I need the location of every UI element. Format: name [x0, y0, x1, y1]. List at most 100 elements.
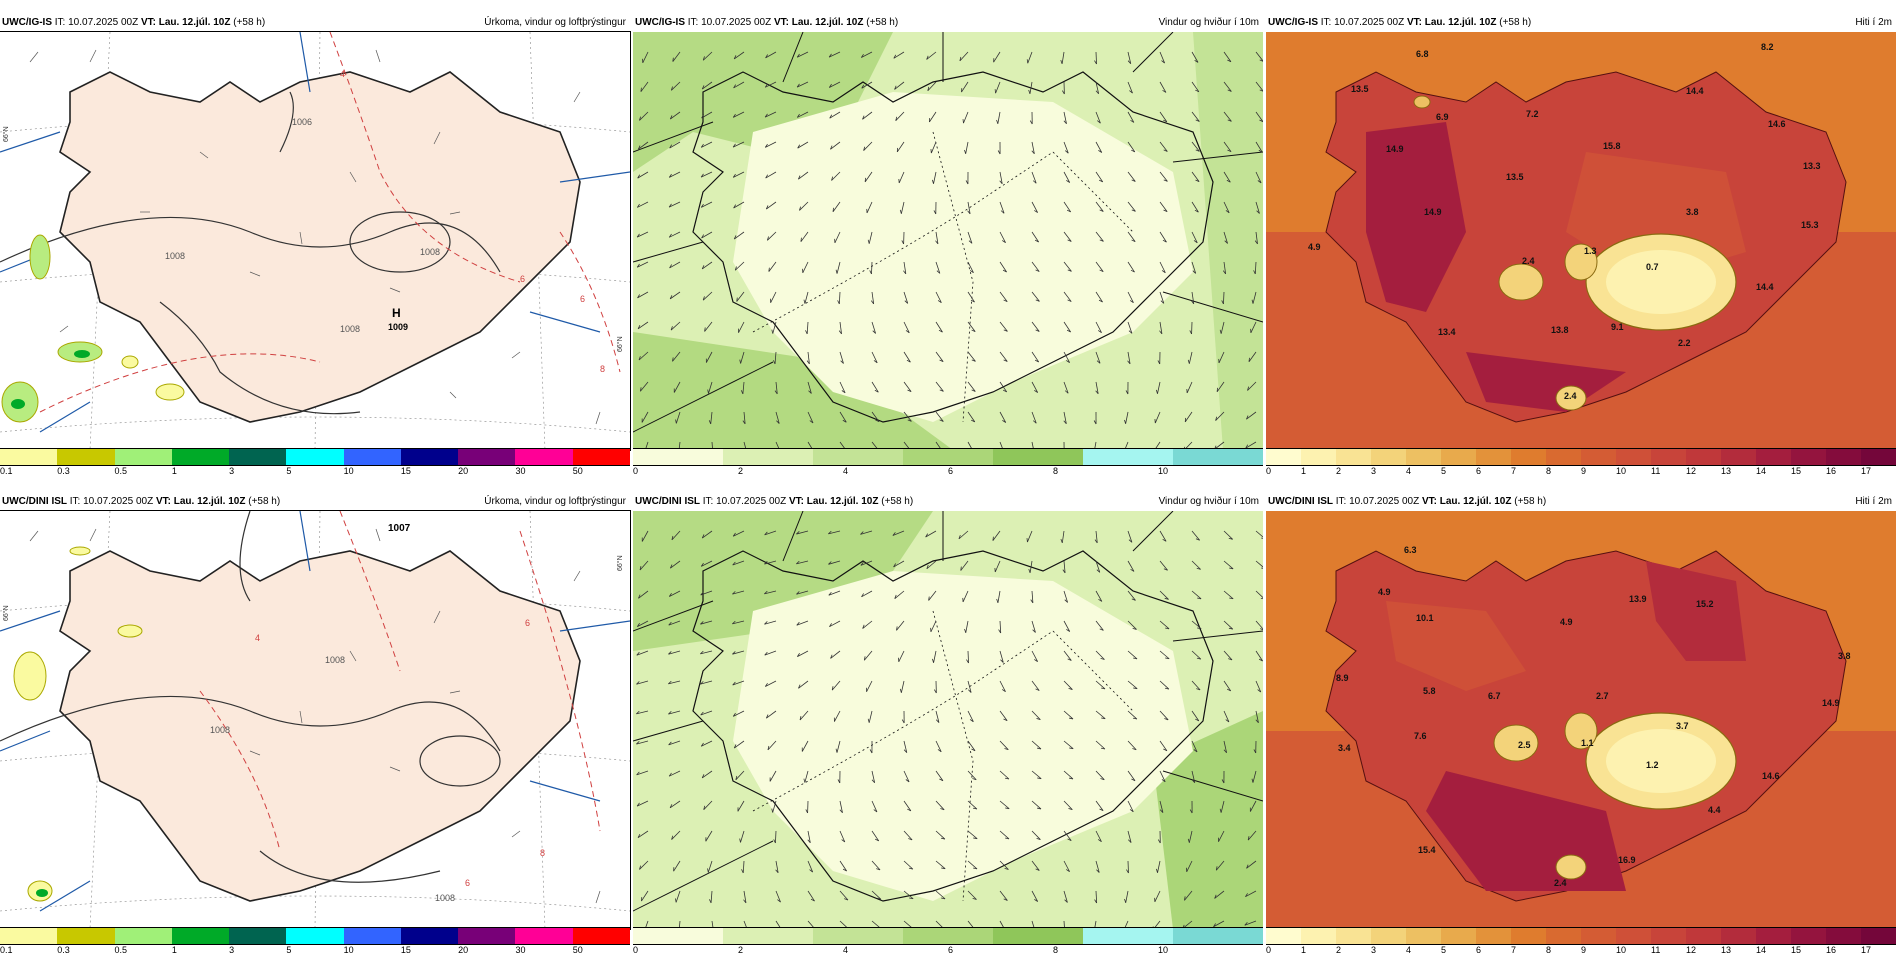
temp-isoline-label: 6 [520, 274, 525, 284]
panel-wind-dini: UWC/DINI ISL IT: 10.07.2025 00Z VT: Lau.… [633, 495, 1263, 960]
colorbar-swatch [633, 449, 723, 465]
temp-isoline-label: 4 [255, 633, 260, 643]
temperature-label: 6.8 [1416, 49, 1429, 59]
colorbar-tick: 6 [1476, 466, 1481, 476]
colorbar-swatch [1756, 449, 1791, 465]
colorbar-tick: 10 [1158, 466, 1168, 476]
colorbar-tick: 15 [401, 945, 411, 955]
temperature-label: 15.3 [1801, 220, 1819, 230]
colorbar-swatch [1083, 449, 1173, 465]
colorbar-tick: 7 [1511, 466, 1516, 476]
colorbar-swatch [1791, 449, 1826, 465]
colorbar-swatch [0, 928, 57, 944]
colorbar-tick: 1 [172, 466, 177, 476]
temp-colorbar [1266, 448, 1896, 466]
colorbar-tick: 3 [229, 945, 234, 955]
isobar-label: 1008 [210, 725, 230, 735]
colorbar-tick: 1 [1301, 466, 1306, 476]
temperature-label: 4.9 [1560, 617, 1573, 627]
colorbar-tick: 9 [1581, 466, 1586, 476]
temperature-label: 7.6 [1414, 731, 1427, 741]
colorbar-tick: 50 [573, 945, 583, 955]
panel-title: Úrkoma, vindur og loftþrýstingur [484, 16, 626, 30]
colorbar-tick: 13 [1721, 945, 1731, 955]
colorbar-tick: 5 [286, 945, 291, 955]
wind-arrow-head [641, 88, 642, 92]
wind-arrow [871, 262, 872, 274]
colorbar-swatch [1616, 449, 1651, 465]
colorbar-swatch [515, 449, 572, 465]
colorbar-swatch [1083, 928, 1173, 944]
isobar-label: 1008 [165, 251, 185, 261]
colorbar-tick: 0.3 [57, 945, 70, 955]
colorbar-tick: 10 [1616, 945, 1626, 955]
isobar-label: 1007 [388, 523, 411, 534]
colorbar-swatch [1651, 928, 1686, 944]
colorbar-tick: 8 [1053, 466, 1058, 476]
temperature-label: 10.1 [1416, 613, 1434, 623]
colorbar-swatch [458, 449, 515, 465]
colorbar-tick: 7 [1511, 945, 1516, 955]
colorbar-tick: 0 [633, 466, 638, 476]
colorbar-swatch [172, 449, 229, 465]
wind-arrow-head [801, 238, 802, 242]
temperature-label: 9.1 [1611, 322, 1624, 332]
lat-label: 66°N [616, 336, 624, 352]
colorbar-tick: 8 [1053, 945, 1058, 955]
colorbar-tick: 2 [738, 466, 743, 476]
colorbar-tick: 4 [843, 945, 848, 955]
colorbar-tick: 3 [1371, 466, 1376, 476]
lat-label: 66°N [2, 605, 10, 621]
colorbar-tick: 12 [1686, 466, 1696, 476]
colorbar-tick: 6 [1476, 945, 1481, 955]
panel-title: Vindur og hviður í 10m [1159, 495, 1259, 509]
colorbar-tick: 2 [738, 945, 743, 955]
wind-map [633, 511, 1263, 929]
panel-header: UWC/DINI ISL IT: 10.07.2025 00Z VT: Lau.… [2, 495, 280, 509]
colorbar-swatch [1861, 928, 1896, 944]
colorbar-swatch [1336, 928, 1371, 944]
temp-isoline-label: 6 [580, 294, 585, 304]
temperature-label: 15.2 [1696, 599, 1714, 609]
colorbar-tick: 15 [1791, 466, 1801, 476]
colorbar-swatch [1756, 928, 1791, 944]
colorbar-tick: 1 [172, 945, 177, 955]
high-pressure-value: 1009 [388, 322, 408, 332]
wind-colorbar-ticks: 0 2 4 6 8 10 [633, 466, 1263, 478]
temperature-label: 13.5 [1506, 172, 1524, 182]
wind-colorbar [633, 448, 1263, 466]
colorbar-swatch [903, 449, 993, 465]
temperature-label: 2.4 [1564, 391, 1577, 401]
temperature-label: 2.2 [1678, 338, 1691, 348]
colorbar-tick: 10 [344, 945, 354, 955]
lat-label: 66°N [616, 555, 624, 571]
colorbar-swatch [1826, 449, 1861, 465]
temperature-label: 13.4 [1438, 327, 1456, 337]
colorbar-tick: 14 [1756, 466, 1766, 476]
colorbar-tick: 6 [948, 466, 953, 476]
colorbar-swatch [401, 449, 458, 465]
colorbar-swatch [1581, 449, 1616, 465]
colorbar-tick: 8 [1546, 945, 1551, 955]
colorbar-tick: 30 [515, 945, 525, 955]
temperature-label: 13.5 [1351, 84, 1369, 94]
lat-label: 66°N [2, 126, 10, 142]
colorbar-tick: 4 [843, 466, 848, 476]
panel-header: UWC/DINI ISL IT: 10.07.2025 00Z VT: Lau.… [635, 495, 913, 509]
panel-header: UWC/DINI ISL IT: 10.07.2025 00Z VT: Lau.… [1268, 495, 1546, 509]
colorbar-tick: 0 [1266, 945, 1271, 955]
wind-arrow [1223, 292, 1224, 304]
temperature-label: 14.4 [1686, 86, 1704, 96]
colorbar-tick: 3 [229, 466, 234, 476]
temp-isoline-label: 6 [525, 618, 530, 628]
temperature-label: 15.8 [1603, 141, 1621, 151]
colorbar-tick: 2 [1336, 945, 1341, 955]
isobar-label: 1008 [325, 655, 345, 665]
colorbar-swatch [1791, 928, 1826, 944]
temperature-label: 13.8 [1551, 325, 1569, 335]
temp-isoline-label: 8 [540, 848, 545, 858]
temperature-label: 16.9 [1618, 855, 1636, 865]
